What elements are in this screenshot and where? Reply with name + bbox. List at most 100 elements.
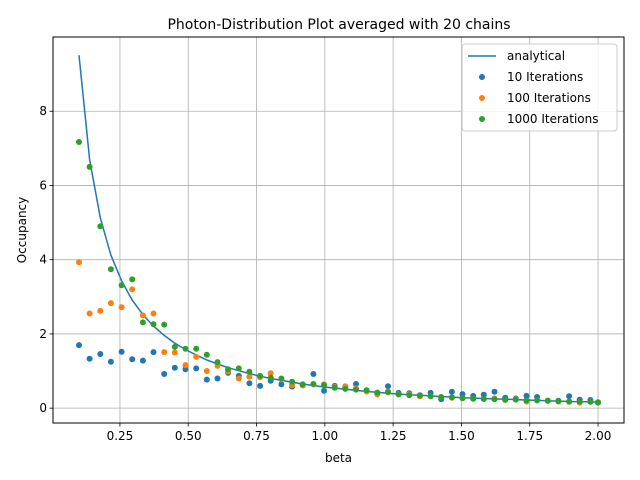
point-100-iterations [193, 353, 200, 360]
point-10-iterations [310, 371, 317, 377]
point-1000-iterations [76, 139, 82, 145]
point-1000-iterations [587, 398, 594, 405]
point-1000-iterations [118, 282, 125, 289]
point-10-iterations [203, 376, 210, 383]
point-100-iterations [235, 375, 242, 382]
point-1000-iterations [107, 266, 114, 273]
point-1000-iterations [595, 399, 601, 406]
legend-box [461, 43, 618, 132]
point-100-iterations [150, 310, 157, 317]
point-1000-iterations [555, 398, 562, 405]
point-10-iterations [193, 365, 200, 372]
point-1000-iterations [416, 392, 423, 399]
point-10-iterations [448, 388, 455, 395]
y-axis-label: Occupancy [15, 197, 29, 264]
legend-label-10-iterations: 10 Iterations [507, 70, 583, 84]
point-1000-iterations [203, 351, 210, 358]
point-10-iterations [257, 382, 264, 389]
point-10-iterations [182, 366, 189, 373]
x-tick-label: 1.50 [448, 429, 475, 443]
x-tick-label: 0.75 [243, 429, 270, 443]
legend-label-analytical: analytical [507, 49, 565, 63]
point-1000-iterations [182, 345, 189, 352]
point-10-iterations [321, 387, 327, 394]
point-100-iterations [86, 310, 93, 317]
point-1000-iterations [235, 365, 242, 372]
point-1000-iterations [544, 397, 551, 404]
point-100-iterations [267, 370, 274, 377]
point-100-iterations [246, 373, 253, 380]
point-10-iterations [385, 383, 391, 390]
scatter-points [76, 139, 601, 406]
point-10-iterations [76, 342, 82, 349]
point-10-iterations [480, 391, 487, 398]
point-1000-iterations [193, 345, 200, 352]
point-1000-iterations [448, 394, 455, 401]
point-1000-iterations [374, 389, 381, 396]
point-1000-iterations [512, 396, 519, 403]
point-1000-iterations [161, 321, 168, 328]
point-1000-iterations [257, 372, 264, 379]
point-1000-iterations [97, 223, 104, 230]
point-10-iterations [86, 355, 93, 362]
point-1000-iterations [480, 395, 487, 402]
point-100-iterations [182, 362, 189, 369]
x-tick-label: 2.00 [585, 429, 612, 443]
point-10-iterations [139, 357, 146, 364]
x-tick-label: 0.50 [175, 429, 202, 443]
point-10-iterations [491, 388, 498, 395]
point-1000-iterations [395, 391, 402, 398]
point-1000-iterations [150, 321, 157, 328]
point-1000-iterations [321, 382, 327, 389]
point-1000-iterations [331, 384, 338, 391]
y-tick-label: 8 [39, 104, 47, 118]
point-10-iterations [171, 364, 178, 371]
point-1000-iterations [566, 398, 573, 405]
point-10-iterations [566, 393, 573, 400]
point-1000-iterations [225, 366, 232, 373]
point-10-iterations [523, 392, 530, 399]
point-100-iterations [203, 368, 210, 374]
point-10-iterations [214, 375, 221, 382]
point-10-iterations [97, 351, 104, 357]
x-tick-label: 1.00 [311, 429, 338, 443]
point-10-iterations [161, 371, 168, 377]
point-1000-iterations [310, 381, 317, 387]
point-1000-iterations [427, 393, 434, 400]
legend-label-100-iterations: 100 Iterations [507, 91, 591, 105]
point-1000-iterations [438, 394, 445, 400]
axis-ticks: 0.25 0.50 0.75 1.00 1.25 1.50 1.75 2.00 0 2 4 6 8 [39, 104, 611, 443]
point-1000-iterations [289, 378, 296, 385]
point-10-iterations [353, 381, 359, 387]
point-10-iterations [107, 358, 114, 365]
point-1000-iterations [470, 395, 477, 402]
point-100-iterations [107, 300, 114, 307]
y-tick-label: 4 [39, 253, 47, 267]
x-tick-label: 1.75 [516, 429, 543, 443]
point-1000-iterations [86, 163, 93, 170]
point-1000-iterations [502, 396, 509, 403]
point-1000-iterations [491, 396, 498, 403]
chart-title: Photon-Distribution Plot averaged with 2… [167, 17, 510, 33]
point-10-iterations [150, 349, 157, 356]
point-1000-iterations [353, 386, 359, 393]
point-1000-iterations [139, 319, 146, 326]
grid-lines [53, 37, 624, 423]
legend-marker-100-iterations [479, 95, 485, 101]
legend-label-1000-iterations: 1000 Iterations [507, 112, 599, 126]
point-1000-iterations [576, 398, 583, 405]
point-10-iterations [246, 380, 253, 387]
point-1000-iterations [246, 368, 253, 375]
y-tick-label: 6 [39, 178, 47, 192]
point-1000-iterations [523, 397, 530, 404]
x-axis-label: beta [325, 451, 352, 465]
point-10-iterations [278, 381, 285, 388]
x-tick-label: 0.25 [107, 429, 134, 443]
legend-marker-10-iterations [479, 74, 485, 80]
point-100-iterations [129, 286, 136, 293]
point-1000-iterations [459, 395, 466, 402]
point-10-iterations [129, 356, 136, 363]
plot-frame [52, 36, 625, 424]
point-1000-iterations [406, 392, 413, 399]
